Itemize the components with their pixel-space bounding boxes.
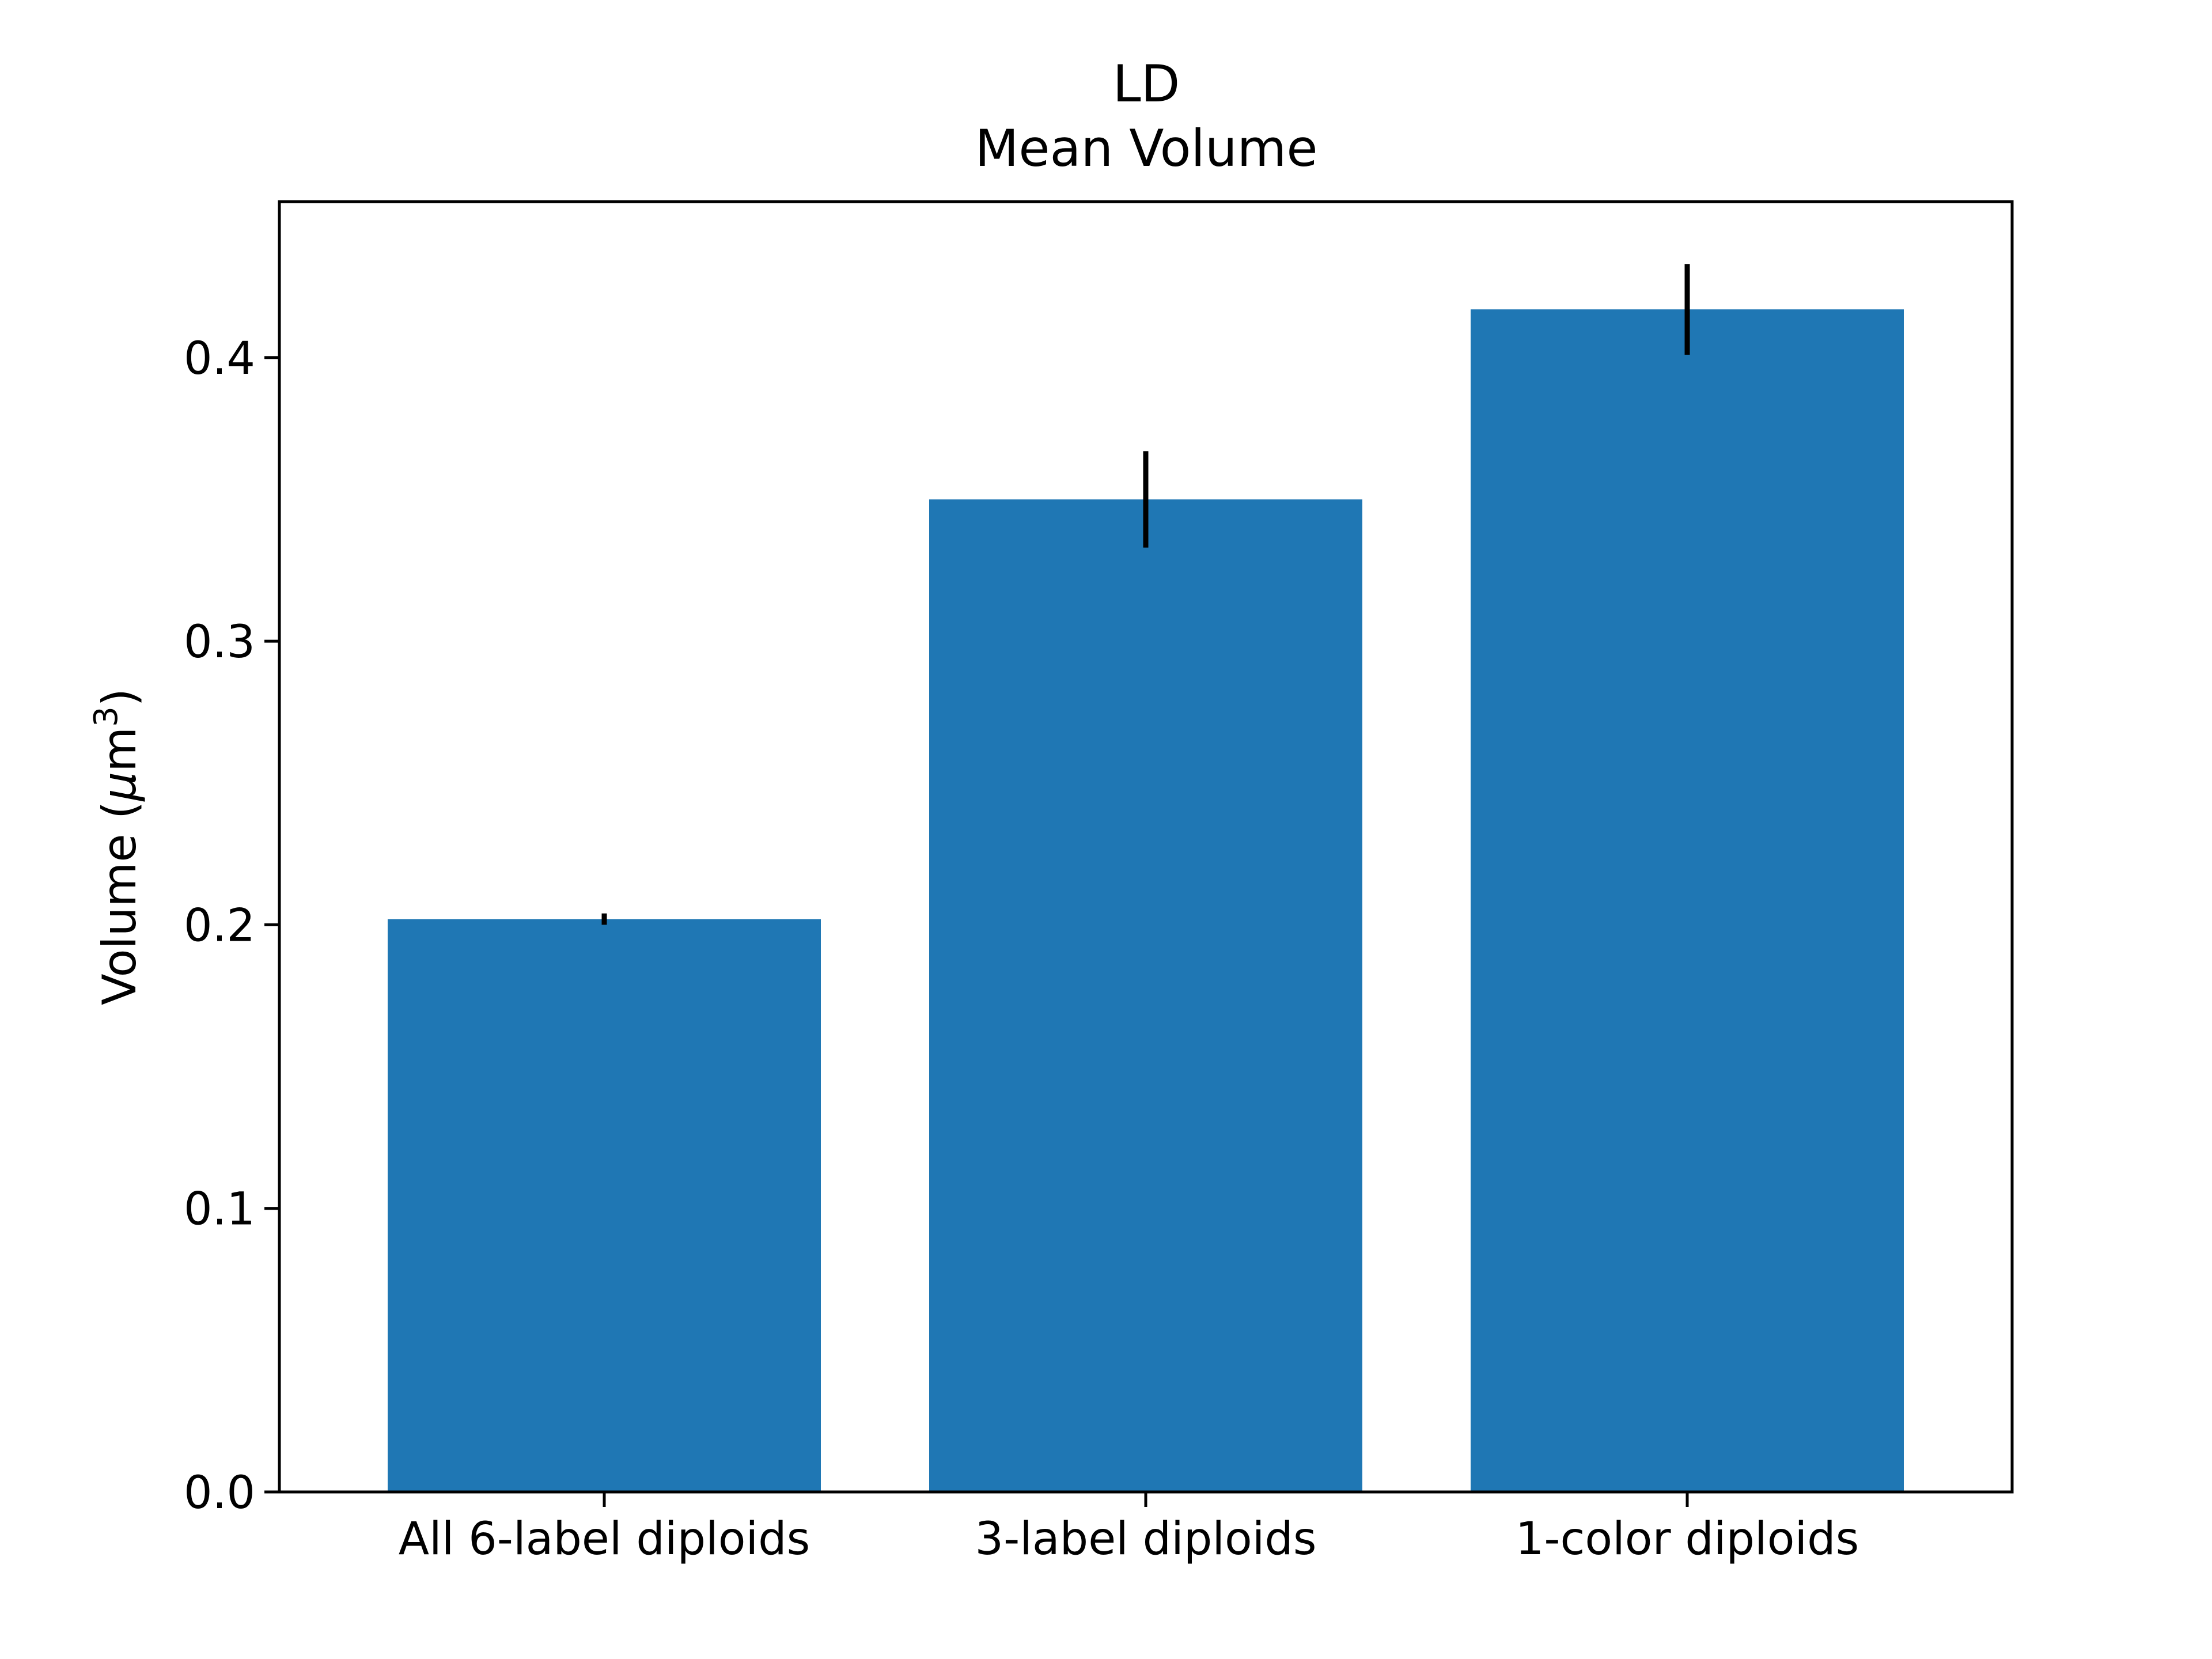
x-tick-label-2: 3-label diploids — [975, 1513, 1316, 1565]
y-tick-label-5: 0.4 — [184, 333, 255, 385]
y-tick-label-3: 0.2 — [184, 900, 255, 952]
y-axis-label-unit: m — [93, 727, 146, 772]
y-tick-label-1: 0.0 — [184, 1467, 255, 1519]
y-axis-label-suffix: ) — [93, 688, 146, 706]
bar-1 — [388, 919, 821, 1492]
y-axis: 0.0 0.1 0.2 0.3 0.4 — [184, 333, 279, 1519]
x-tick-label-3: 1-color diploids — [1516, 1513, 1859, 1565]
y-tick-label-2: 0.1 — [184, 1184, 255, 1236]
bar-3 — [1471, 309, 1904, 1492]
errorbars-layer — [601, 264, 1690, 925]
chart-title: LD — [1113, 54, 1180, 113]
y-axis-label: Volume (μm3) — [88, 688, 146, 1005]
x-tick-label-1: All 6-label diploids — [399, 1513, 810, 1565]
bars-layer — [388, 309, 1904, 1492]
bar-2 — [929, 499, 1362, 1492]
y-tick-label-4: 0.3 — [184, 616, 255, 668]
y-axis-label-superscript: 3 — [88, 706, 125, 727]
y-axis-label-prefix: Volume ( — [93, 801, 146, 1005]
chart-subtitle: Mean Volume — [975, 119, 1317, 178]
y-axis-label-mu: μ — [93, 772, 146, 802]
x-axis: All 6-label diploids 3-label diploids 1-co… — [399, 1492, 1859, 1565]
